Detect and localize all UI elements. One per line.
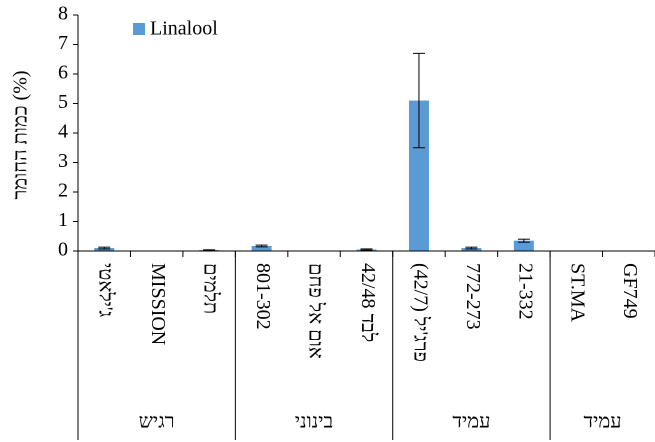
- x-tick-label: תלמים: [200, 263, 222, 314]
- y-axis-label: כמות החומר (%): [10, 70, 32, 199]
- group-label: בינוני: [295, 411, 333, 433]
- bar: [513, 240, 534, 251]
- y-tick-label: 6: [58, 62, 68, 84]
- x-tick-label: 772-273: [462, 263, 484, 330]
- legend-swatch: [133, 23, 145, 35]
- y-tick-label: 7: [58, 32, 68, 54]
- legend-label: Linalool: [150, 18, 218, 40]
- group-label: רגיש: [139, 411, 175, 433]
- x-tick-label: ג'ילאטי: [95, 263, 117, 317]
- x-tick-label: ST.MA: [567, 263, 589, 323]
- bar: [408, 100, 429, 251]
- error-bar: [255, 244, 268, 248]
- bar: [461, 248, 482, 251]
- error-bar: [203, 249, 216, 251]
- y-tick-label: 2: [58, 180, 68, 202]
- group-label: עמיד: [452, 411, 490, 433]
- x-tick-label: לבד 42/48: [357, 263, 379, 342]
- bar: [251, 245, 272, 251]
- error-bar: [465, 246, 478, 250]
- x-tick-label: MISSION: [147, 263, 169, 345]
- x-tick-label: אום אל פחם: [304, 263, 326, 359]
- x-tick-label: 801-302: [252, 263, 274, 330]
- error-bar: [98, 246, 111, 250]
- y-tick-label: 5: [58, 91, 68, 113]
- group-label: עמיד: [584, 411, 622, 433]
- y-tick-label: 8: [58, 3, 68, 25]
- error-bar: [412, 52, 425, 149]
- bar: [94, 248, 115, 251]
- error-bar: [360, 248, 373, 251]
- y-tick-label: 0: [58, 239, 68, 261]
- y-tick-label: 1: [58, 209, 68, 231]
- error-bar: [517, 238, 530, 243]
- x-tick-label: GF749: [619, 263, 641, 319]
- y-tick-label: 3: [58, 150, 68, 172]
- x-tick-label: פרג'יל (42/7): [409, 263, 431, 362]
- x-tick-label: 21-332: [514, 263, 536, 320]
- y-tick-label: 4: [58, 121, 68, 143]
